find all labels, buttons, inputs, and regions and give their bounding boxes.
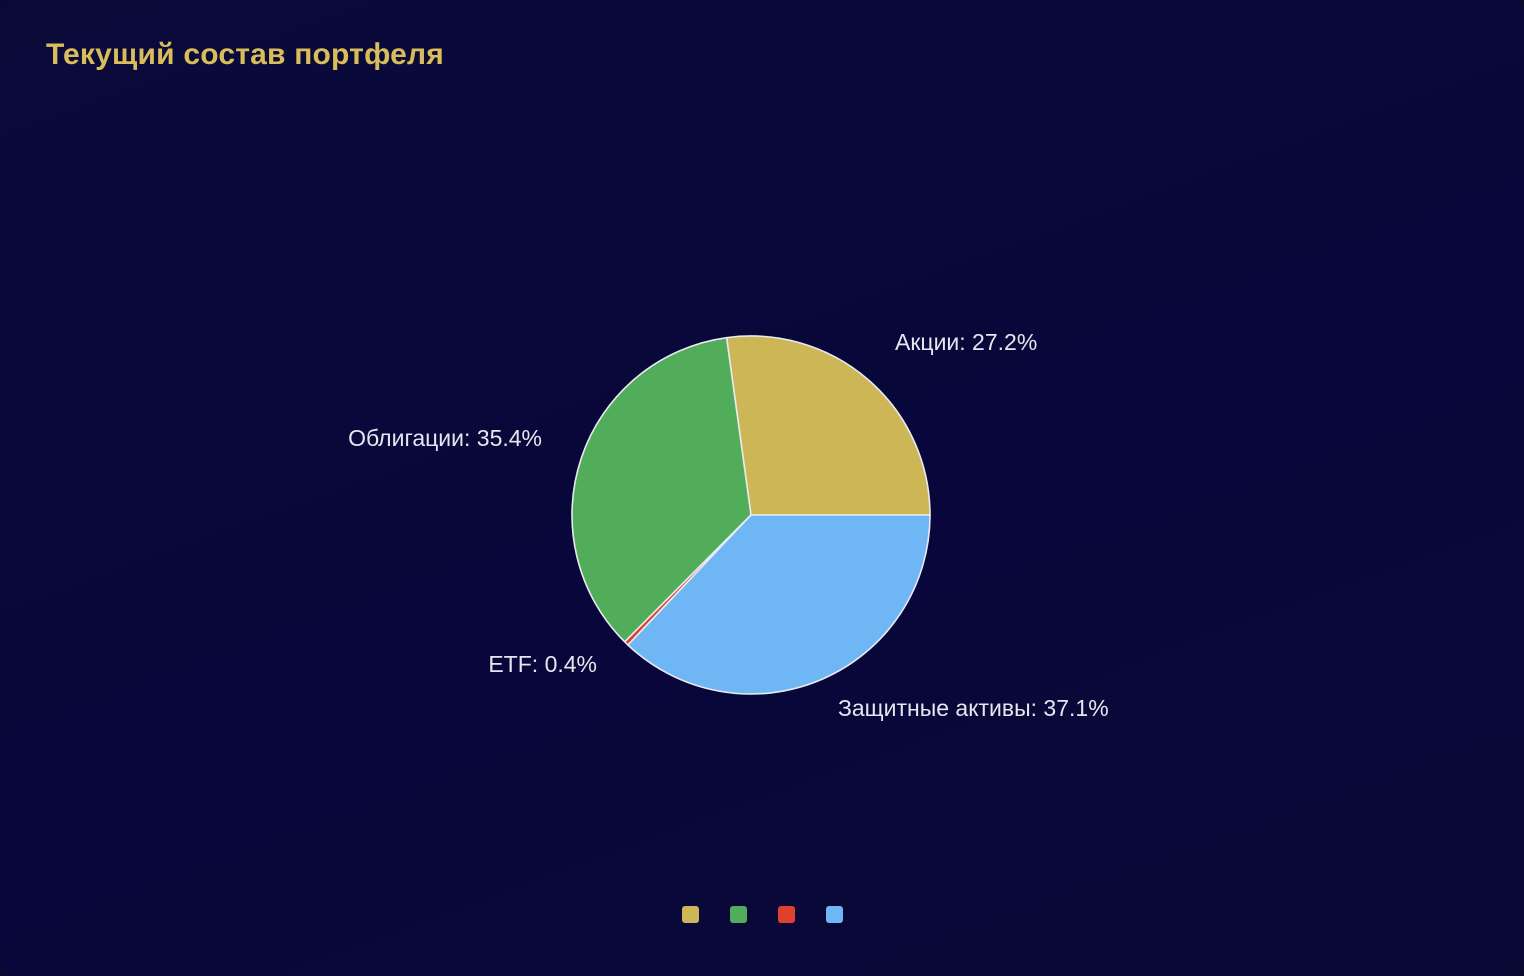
pie-labels: Акции: 27.2% Облигации: 35.4% ETF: 0.4% Защ… [348,329,1109,721]
chart-title: Текущий состав портфеля [46,38,444,71]
legend-swatch-3[interactable] [777,906,795,923]
legend-swatch-1[interactable] [681,906,699,923]
slice-label-1: Акции: 27.2% [895,329,1037,355]
pie-slices [571,335,931,695]
legend-swatch-4[interactable] [825,906,843,923]
slice-label-4: Защитные активы: 37.1% [838,695,1109,721]
slice-label-3: ETF: 0.4% [488,651,597,677]
slice-label-2: Облигации: 35.4% [348,425,542,451]
legend-swatch-2[interactable] [729,906,747,923]
legend [0,906,1524,923]
pie-slice-4[interactable] [627,514,931,695]
pie-slice-1[interactable] [725,335,931,516]
pie-slice-2[interactable] [571,336,752,643]
